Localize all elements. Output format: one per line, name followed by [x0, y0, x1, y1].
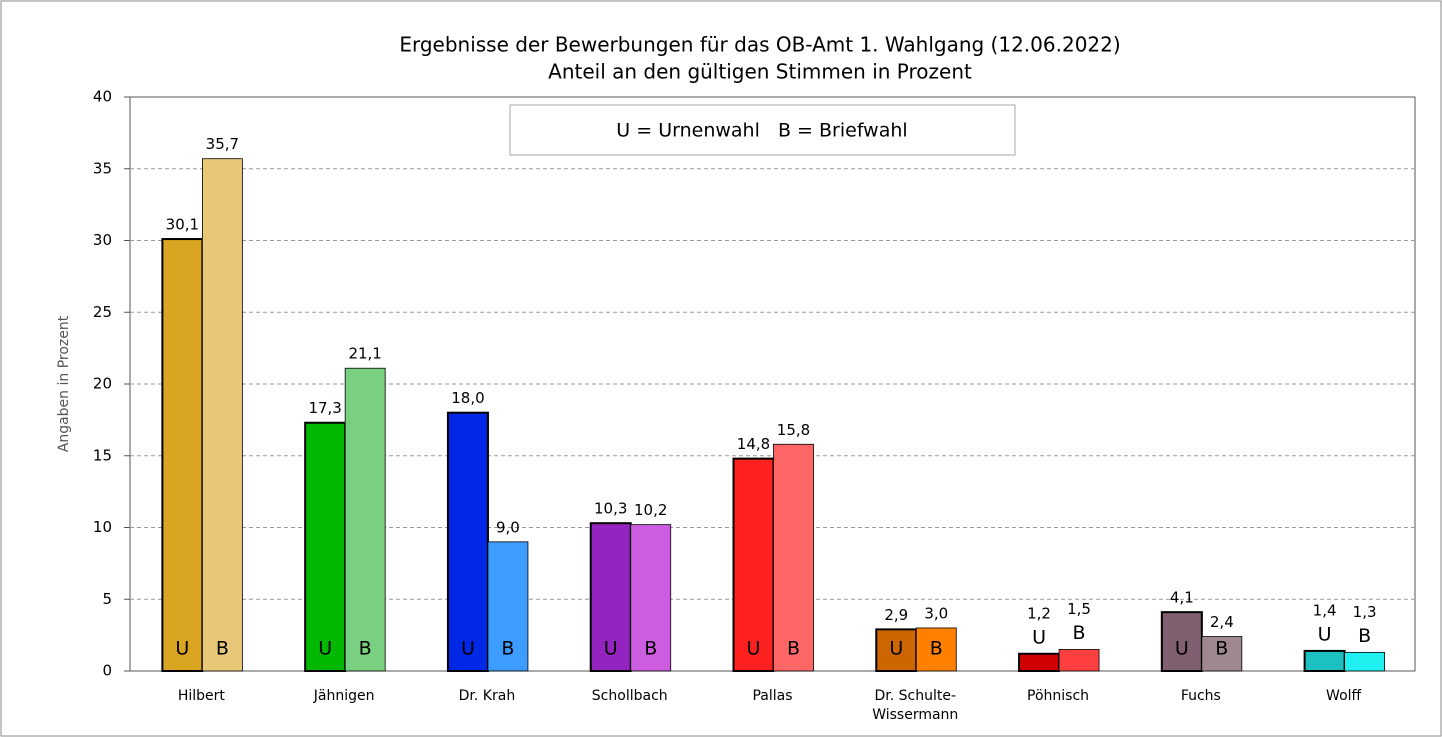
bar-letter: U — [604, 638, 618, 660]
bar — [1303, 649, 1346, 672]
data-label: 4,1 — [1170, 589, 1194, 607]
x-tick-label: Dr. Krah — [458, 688, 516, 704]
bar-letter: B — [930, 638, 943, 660]
data-label: 30,1 — [166, 216, 199, 234]
x-tick-label: Schollbach — [591, 688, 668, 704]
bar — [446, 411, 489, 672]
data-label: 18,0 — [451, 389, 484, 407]
data-label: 1,3 — [1353, 603, 1377, 621]
x-tick-label: Wolff — [1326, 688, 1362, 704]
bar — [630, 524, 672, 672]
data-label: 14,8 — [737, 435, 770, 453]
y-tick-label: 35 — [93, 159, 112, 177]
bar-letter: U — [1032, 626, 1046, 648]
y-tick-label: 5 — [102, 590, 112, 608]
chart-subtitle: Anteil an den gültigen Stimmen in Prozen… — [548, 60, 972, 84]
data-label: 1,4 — [1313, 601, 1337, 619]
bar-letter: B — [216, 638, 229, 660]
bar-letter: B — [787, 638, 800, 660]
bar-letter: U — [1175, 638, 1189, 660]
bar-letter: U — [318, 638, 332, 660]
bar — [1160, 611, 1203, 672]
bar — [161, 238, 204, 672]
x-tick-label: Pöhnisch — [1027, 688, 1090, 704]
bar-letter: U — [175, 638, 189, 660]
bar-letter: B — [501, 638, 514, 660]
y-tick-label: 15 — [93, 446, 112, 464]
bar-letter: U — [889, 638, 903, 660]
bar-letter: B — [1073, 622, 1086, 644]
bar-letter: U — [1318, 623, 1332, 645]
bar-letter: B — [1215, 638, 1228, 660]
bar — [201, 158, 243, 672]
bar — [875, 628, 918, 673]
data-label: 21,1 — [348, 345, 381, 363]
bar — [487, 541, 529, 672]
data-label: 10,3 — [594, 500, 627, 518]
x-tick-label: Pallas — [752, 688, 793, 704]
data-label: 2,4 — [1210, 613, 1234, 631]
bar — [1201, 636, 1243, 672]
legend-box — [509, 104, 1016, 156]
data-label: 15,8 — [777, 421, 810, 439]
data-label: 35,7 — [206, 135, 239, 153]
data-label: 17,3 — [308, 399, 341, 417]
x-tick-label: Hilbert — [177, 688, 225, 704]
y-tick-label: 10 — [93, 518, 112, 536]
bar — [773, 443, 814, 672]
data-label: 1,5 — [1067, 600, 1091, 618]
bar — [732, 457, 775, 672]
annotation: U = Urnenwahl B = Briefwahl — [616, 120, 907, 142]
y-tick-label: 25 — [93, 303, 112, 321]
data-label: 2,9 — [884, 606, 908, 624]
bar — [304, 421, 347, 672]
y-tick-label: 20 — [93, 375, 112, 393]
x-tick-label: Fuchs — [1180, 688, 1221, 704]
x-tick-label: Jähnigen — [313, 688, 375, 704]
bar — [915, 627, 957, 672]
bar — [344, 367, 386, 672]
y-axis-label: Angaben in Prozent — [56, 315, 72, 452]
x-tick-label: Dr. Schulte-Wissermann — [872, 688, 959, 723]
chart-title: Ergebnisse der Bewerbungen für das OB-Am… — [399, 33, 1120, 57]
bar-letter: U — [747, 638, 761, 660]
bar-letter: B — [1358, 625, 1371, 647]
bar-letter: B — [359, 638, 372, 660]
data-label: 1,2 — [1027, 604, 1051, 622]
bar — [1058, 649, 1100, 672]
bar — [1344, 651, 1386, 672]
bar — [589, 522, 632, 672]
data-label: 3,0 — [924, 604, 948, 622]
data-label: 10,2 — [634, 501, 667, 519]
y-tick-label: 0 — [102, 662, 112, 680]
y-tick-label: 30 — [93, 231, 112, 249]
bar-letter: B — [644, 638, 657, 660]
y-tick-label: 40 — [93, 88, 112, 106]
bar-letter: U — [461, 638, 475, 660]
data-label: 9,0 — [496, 518, 520, 536]
bar — [1018, 652, 1061, 673]
